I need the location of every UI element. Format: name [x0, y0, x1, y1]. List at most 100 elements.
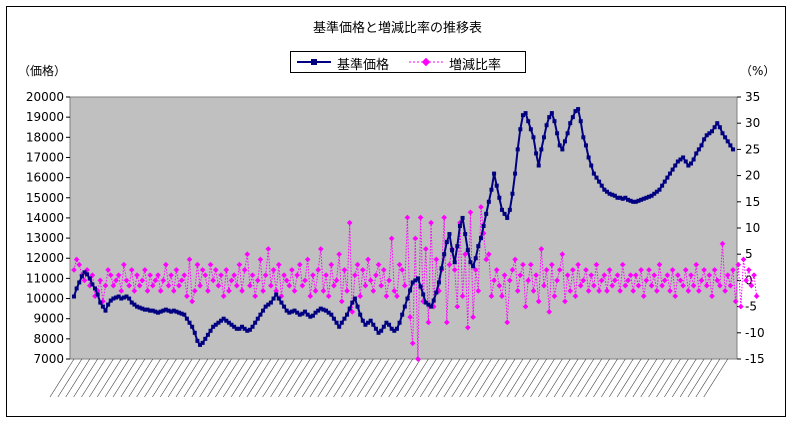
price-point — [324, 308, 329, 313]
ratio-point — [654, 288, 660, 294]
ratio-point — [71, 267, 77, 273]
price-point — [465, 248, 470, 253]
ratio-point — [625, 277, 631, 284]
price-point — [305, 312, 310, 317]
legend-label-price: 基準価格 — [337, 58, 390, 73]
price-point — [394, 326, 399, 331]
x-tick-label — [160, 358, 185, 398]
price-point — [158, 309, 163, 314]
x-tick-label — [372, 358, 398, 398]
ratio-point — [577, 282, 584, 289]
ratio-point — [428, 219, 434, 226]
ratio-point — [507, 277, 513, 284]
x-tick-label — [207, 358, 232, 398]
ratio-point — [317, 246, 324, 252]
ratio-point — [131, 288, 138, 294]
ratio-point — [236, 261, 243, 268]
ratio-point — [612, 277, 618, 284]
left-tick-label: 18000 — [26, 130, 64, 144]
ratio-point — [714, 277, 721, 284]
ratio-point — [249, 272, 256, 278]
ratio-point — [640, 293, 647, 299]
price-point — [457, 223, 462, 228]
ratio-point — [667, 288, 673, 294]
x-tick-label — [112, 358, 138, 398]
price-point — [702, 137, 707, 142]
price-point — [150, 308, 155, 313]
ratio-point — [693, 261, 700, 268]
ratio-point — [614, 272, 621, 278]
price-point — [326, 310, 331, 315]
price-point — [688, 161, 693, 166]
price-point — [119, 296, 124, 301]
price-point — [387, 322, 392, 327]
ratio-point — [514, 288, 521, 294]
ratio-point — [121, 261, 127, 268]
x-tick-label — [262, 358, 287, 398]
price-point — [226, 320, 231, 325]
price-point — [434, 290, 439, 295]
price-point — [547, 115, 552, 120]
price-point — [471, 264, 476, 269]
ratio-point — [252, 293, 258, 299]
price-point — [570, 115, 575, 120]
ratio-point — [102, 282, 109, 289]
price-point — [148, 308, 153, 313]
x-tick-label — [254, 358, 280, 398]
ratio-point — [97, 277, 104, 284]
ratio-point — [386, 277, 392, 284]
price-point — [282, 304, 287, 309]
price-point — [392, 328, 397, 333]
price-point — [187, 320, 192, 325]
x-tick-label — [230, 358, 256, 398]
price-point — [552, 119, 557, 124]
ratio-point — [359, 267, 366, 273]
price-point — [712, 125, 717, 130]
price-point — [604, 189, 609, 194]
plot-area — [69, 96, 738, 360]
price-point — [478, 236, 483, 241]
price-point — [568, 121, 573, 126]
price-point — [127, 296, 132, 301]
ratio-point — [646, 267, 652, 273]
price-point — [368, 318, 373, 323]
ratio-point — [163, 261, 169, 268]
x-tick-label — [73, 358, 98, 398]
ratio-point — [241, 267, 248, 273]
price-point — [492, 171, 497, 176]
x-tick-label — [569, 358, 595, 398]
price-point — [171, 308, 176, 313]
x-tick-label — [443, 358, 469, 398]
ratio-point — [559, 251, 566, 258]
price-point — [163, 307, 168, 312]
price-point — [379, 328, 384, 333]
ratio-point — [415, 356, 421, 362]
ratio-point — [357, 293, 364, 299]
price-point — [597, 179, 602, 184]
ratio-point — [732, 298, 739, 305]
ratio-point — [365, 256, 371, 263]
price-point — [268, 300, 273, 305]
x-tick-label — [632, 358, 658, 398]
price-point — [694, 151, 699, 156]
ratio-point — [346, 219, 353, 226]
ratio-point — [170, 288, 177, 294]
price-point — [415, 276, 420, 281]
x-tick-label — [427, 358, 453, 398]
ratio-point — [706, 272, 713, 278]
ratio-point — [202, 272, 209, 278]
x-tick-label — [301, 358, 327, 398]
price-point — [408, 288, 413, 293]
ratio-point — [176, 282, 182, 289]
ratio-point — [575, 261, 581, 268]
left-axis-unit: （価格） — [18, 64, 67, 78]
ratio-point — [401, 282, 408, 289]
price-point — [221, 316, 226, 321]
x-tick-label — [616, 358, 642, 398]
price-point — [337, 324, 342, 329]
x-tick-label — [687, 358, 713, 398]
price-point — [98, 300, 103, 305]
ratio-point — [149, 282, 156, 289]
x-tick-label — [522, 358, 547, 398]
price-point — [174, 309, 179, 314]
